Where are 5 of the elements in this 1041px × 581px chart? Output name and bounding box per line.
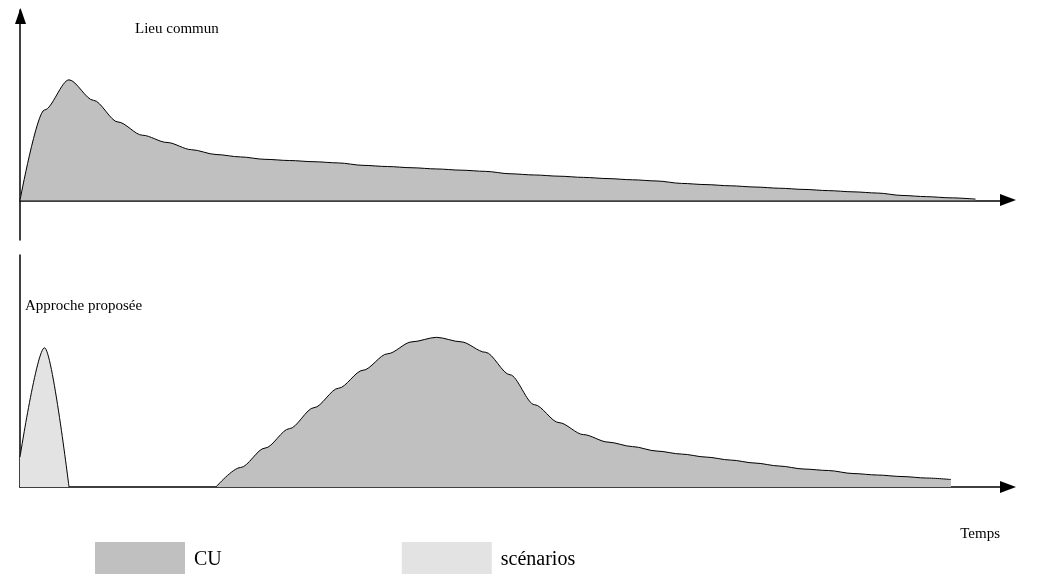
- legend-label: scénarios: [500, 547, 576, 569]
- chart-title: Lieu commun: [135, 19, 220, 36]
- x-axis-title: Temps: [960, 524, 1001, 541]
- legend-label: CU: [194, 547, 223, 569]
- chart-title: Approche proposée: [25, 296, 143, 313]
